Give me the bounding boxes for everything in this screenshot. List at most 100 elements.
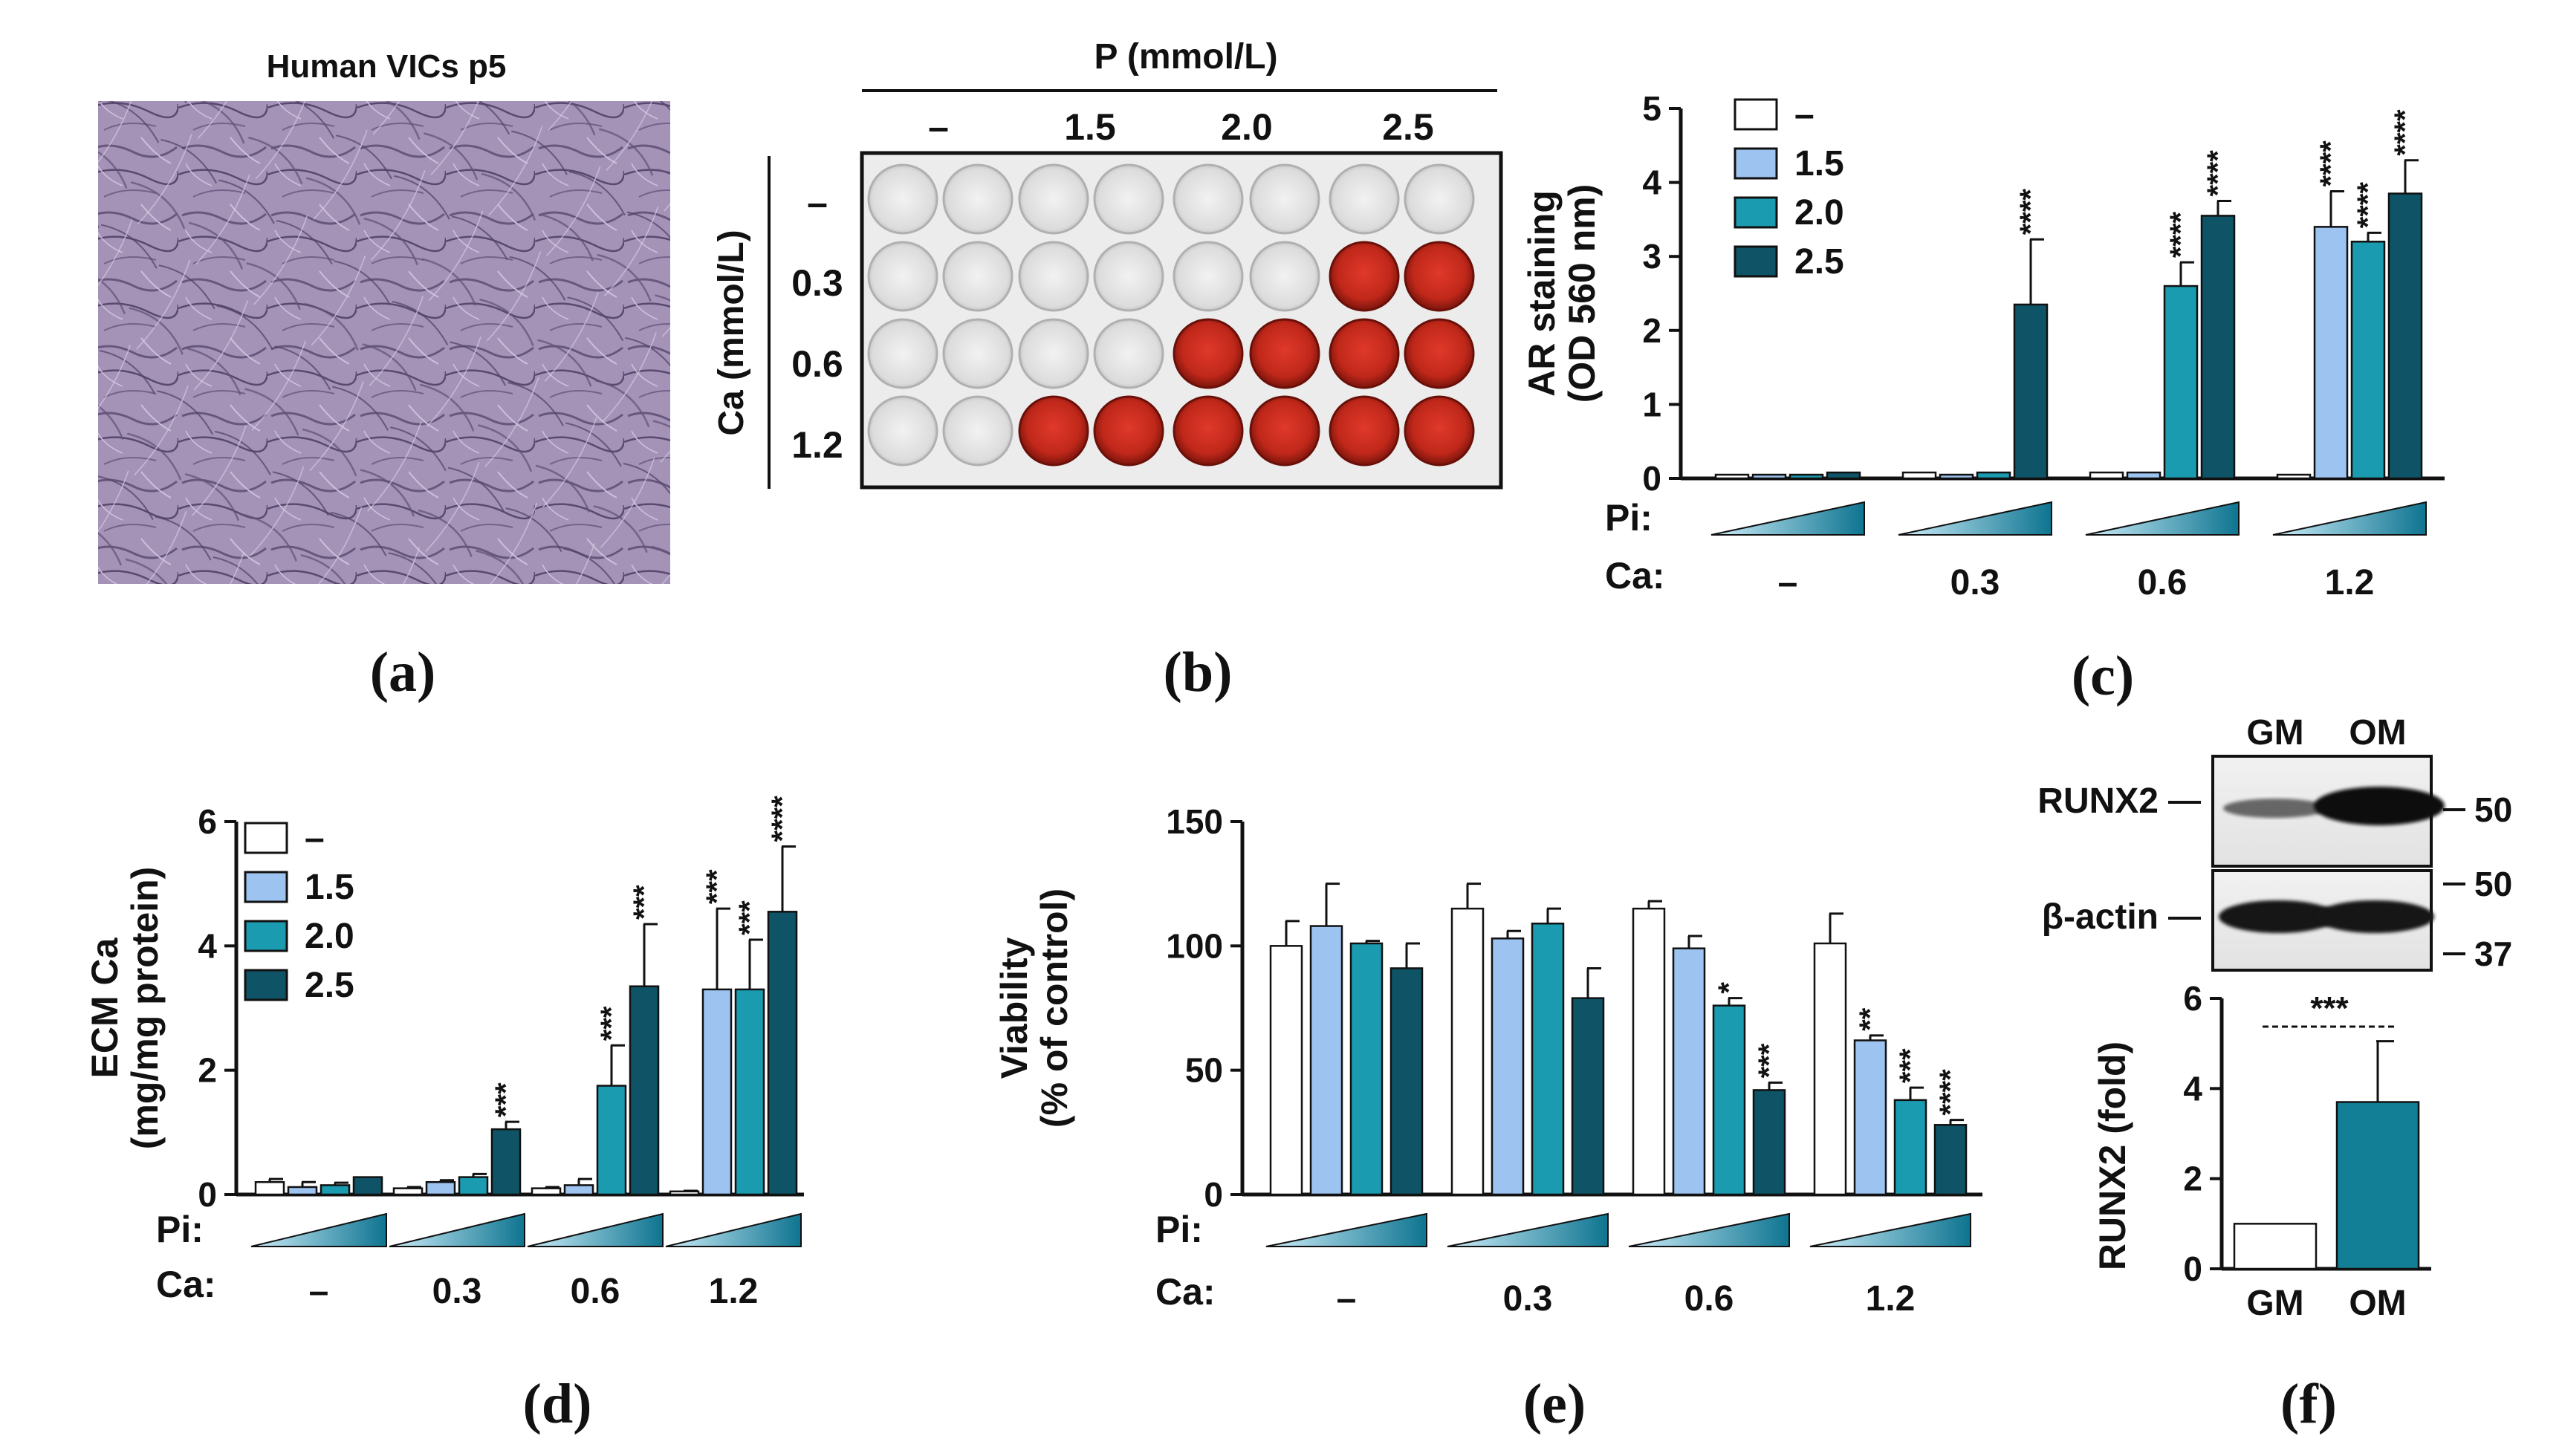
bar: [734, 988, 765, 1196]
chart-c: 0 1 2 3 4 5 AR staining(OD 560 nm) – **** 0.3 ****…: [1521, 89, 2445, 602]
bar: [2163, 285, 2199, 480]
bar: [1632, 907, 1666, 1196]
ca-levels: – 0.3 0.6 1.2: [791, 182, 843, 466]
panel-f: GM OM RUNX2 50 β-actin 50 37 0 2 4 6 RUNX2 (…: [2037, 713, 2512, 1435]
significance-label: ****: [766, 796, 799, 842]
bar: [1349, 942, 1384, 1196]
legend-swatch: [1734, 245, 1778, 278]
bar: [254, 1181, 285, 1196]
bar: [2013, 303, 2049, 480]
y-tick-label: 6: [2183, 979, 2202, 1018]
pi-ramp-triangle: [527, 1212, 664, 1247]
significance-label: ****: [2352, 182, 2384, 229]
pi-ramp-triangle: [1628, 1212, 1790, 1247]
empty-well: [1018, 241, 1089, 312]
pi-ramp-triangle: [1898, 501, 2052, 536]
bar: [1939, 473, 1974, 480]
significance-label: ****: [2389, 109, 2422, 156]
bar: [1389, 967, 1424, 1196]
significance-label: ***: [1894, 1048, 1927, 1083]
bar: [1491, 937, 1525, 1196]
significance-label: *: [1713, 982, 1745, 994]
bar: [392, 1187, 424, 1196]
bar: [1531, 922, 1565, 1196]
empty-well: [867, 318, 938, 389]
legend-label: 2.5: [305, 966, 354, 1005]
microscopy-image: [98, 101, 670, 584]
bar: [2335, 1101, 2420, 1270]
ca-group-label: 0.6: [571, 1272, 620, 1311]
empty-well: [1404, 163, 1475, 235]
ca-group-label: 1.2: [1866, 1279, 1916, 1319]
bar: [1976, 471, 2011, 480]
marker-50-runx2: 50: [2474, 790, 2512, 829]
pi-axis-label: Pi:: [1605, 497, 1653, 539]
bar: [425, 1181, 456, 1196]
y-tick-label: 6: [198, 802, 217, 841]
p-level: 1.5: [1064, 106, 1116, 148]
y-tick-label: 4: [2183, 1069, 2202, 1108]
legend-swatch: [1734, 98, 1778, 131]
legend-label: 2.5: [1794, 242, 1844, 282]
bar: [2200, 215, 2236, 480]
y-axis-label: (mg/mg protein): [124, 867, 166, 1150]
pi-ramp-triangle: [1809, 1212, 1971, 1247]
p-level: 2.5: [1382, 106, 1434, 148]
y-tick-label: 0: [1204, 1175, 1223, 1214]
pi-ramp-triangle: [1710, 501, 1865, 536]
empty-well: [942, 395, 1014, 467]
panel-letter-e: (e): [1523, 1373, 1586, 1435]
legend-label: 2.0: [305, 917, 354, 956]
empty-well: [942, 163, 1014, 235]
panel-a: Human VICs p5 (a): [98, 48, 670, 703]
bar: [287, 1186, 318, 1196]
runx2-band-om: [2314, 787, 2445, 825]
pi-axis-label: Pi:: [156, 1209, 204, 1250]
stained-well: [1249, 318, 1320, 389]
pi-ramp-triangle: [2272, 501, 2427, 536]
pi-ramp-triangle: [389, 1212, 525, 1247]
empty-well: [1173, 241, 1244, 312]
bar: [629, 985, 660, 1196]
y-tick-label: 2: [1642, 311, 1661, 350]
panel-letter-f: (f): [2280, 1373, 2337, 1435]
bar: [701, 988, 733, 1196]
legend-label: –: [1794, 95, 1815, 134]
empty-well: [942, 241, 1014, 312]
runx2-band-gm: [2223, 799, 2327, 818]
ca-group-label: 0.3: [1503, 1279, 1553, 1319]
panel-letter-a: (a): [370, 641, 436, 703]
empty-well: [1018, 163, 1089, 235]
y-tick-label: 5: [1642, 89, 1661, 128]
stained-well: [1173, 318, 1244, 389]
pi-axis-label: Pi:: [1155, 1209, 1203, 1250]
significance-label: ***: [490, 1082, 522, 1117]
y-tick-label: 1: [1642, 385, 1661, 423]
empty-well: [1093, 318, 1164, 389]
panel-c: 0 1 2 3 4 5 AR staining(OD 560 nm) – **** 0.3 ****…: [1521, 89, 2445, 707]
bar: [2126, 471, 2162, 480]
y-tick-label: 3: [1642, 237, 1661, 276]
y-axis-label: RUNX2 (fold): [2092, 1041, 2133, 1270]
legend-swatch: [1734, 147, 1778, 180]
ca-axis-label: Ca:: [1155, 1271, 1216, 1313]
significance-label: ***: [595, 1006, 628, 1041]
ca-group-label: 0.6: [1684, 1279, 1734, 1319]
p-header: P (mmol/L): [1094, 37, 1277, 77]
lane-label-om: OM: [2349, 713, 2406, 753]
y-tick-label: 2: [2183, 1160, 2202, 1198]
significance-label: **: [1854, 1007, 1887, 1031]
bar: [1853, 1039, 1887, 1196]
y-axis-label: Viability: [993, 937, 1035, 1079]
legend-label: 1.5: [1794, 144, 1844, 183]
bar: [2313, 226, 2349, 480]
bar: [458, 1176, 489, 1196]
actin-band-om: [2315, 900, 2434, 933]
bar: [1269, 945, 1303, 1196]
actin-band-gm: [2219, 900, 2338, 933]
y-tick-label: 2: [198, 1051, 217, 1090]
x-category-label: OM: [2349, 1284, 2406, 1323]
ca-level: 1.2: [791, 424, 843, 466]
